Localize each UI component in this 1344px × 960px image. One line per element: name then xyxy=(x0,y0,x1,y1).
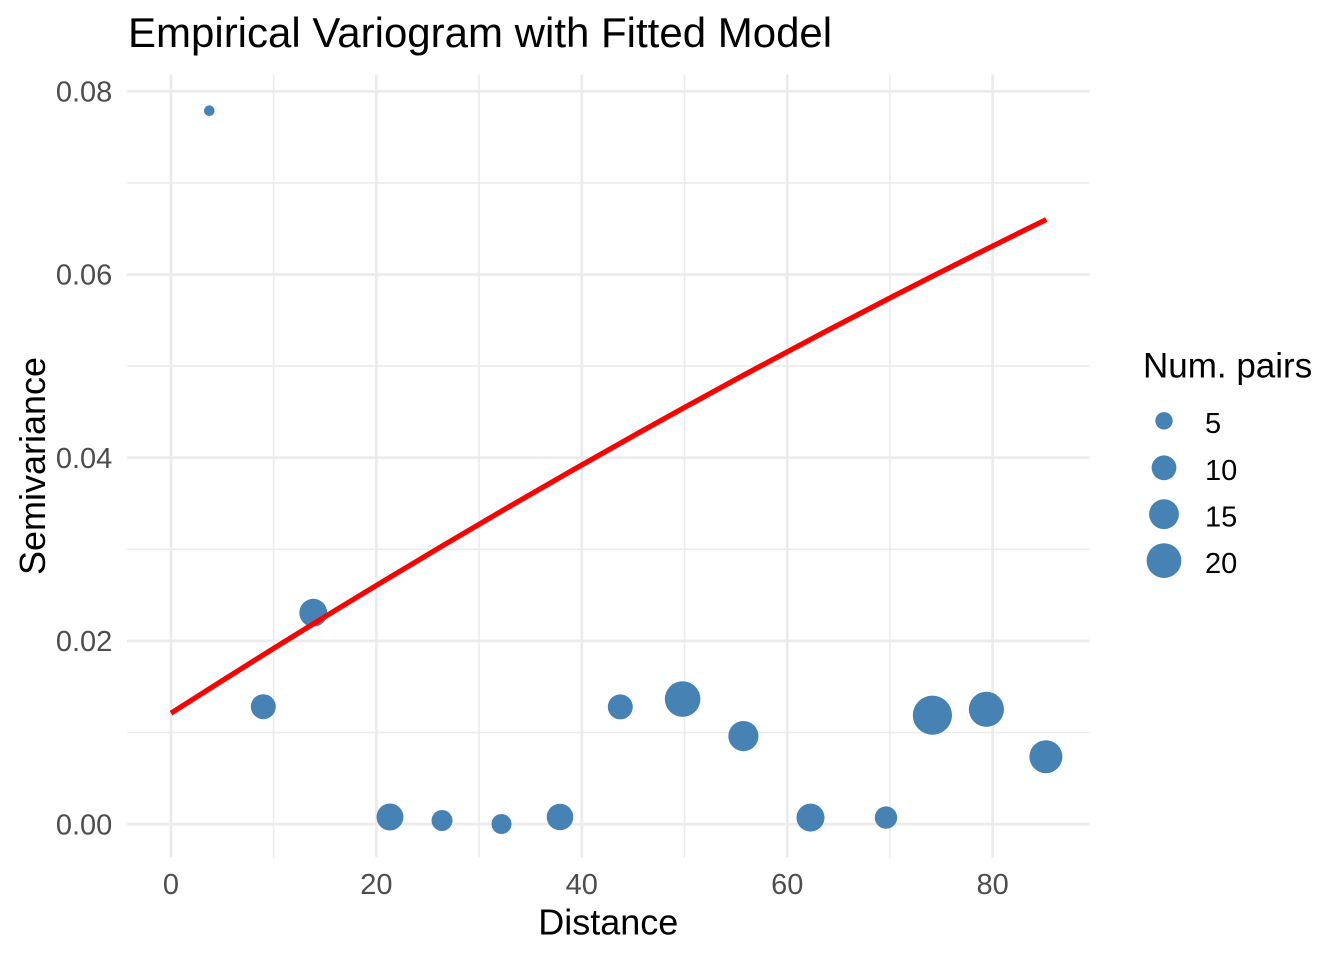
svg-text:0.04: 0.04 xyxy=(56,443,112,475)
svg-text:0: 0 xyxy=(163,869,179,901)
svg-text:Semivariance: Semivariance xyxy=(12,357,53,575)
svg-text:0.00: 0.00 xyxy=(56,809,112,841)
svg-text:60: 60 xyxy=(771,869,803,901)
svg-text:40: 40 xyxy=(566,869,598,901)
svg-text:0.08: 0.08 xyxy=(56,77,112,109)
svg-text:20: 20 xyxy=(360,869,392,901)
svg-text:0.02: 0.02 xyxy=(56,626,112,658)
svg-text:15: 15 xyxy=(1205,502,1237,534)
svg-text:Empirical Variogram with Fitte: Empirical Variogram with Fitted Model xyxy=(128,9,832,56)
svg-text:80: 80 xyxy=(976,869,1008,901)
svg-text:0.06: 0.06 xyxy=(56,260,112,292)
svg-text:Distance: Distance xyxy=(538,902,678,943)
svg-text:20: 20 xyxy=(1205,548,1237,580)
svg-text:10: 10 xyxy=(1205,455,1237,487)
svg-text:5: 5 xyxy=(1205,408,1221,440)
svg-text:Num. pairs: Num. pairs xyxy=(1143,347,1312,386)
